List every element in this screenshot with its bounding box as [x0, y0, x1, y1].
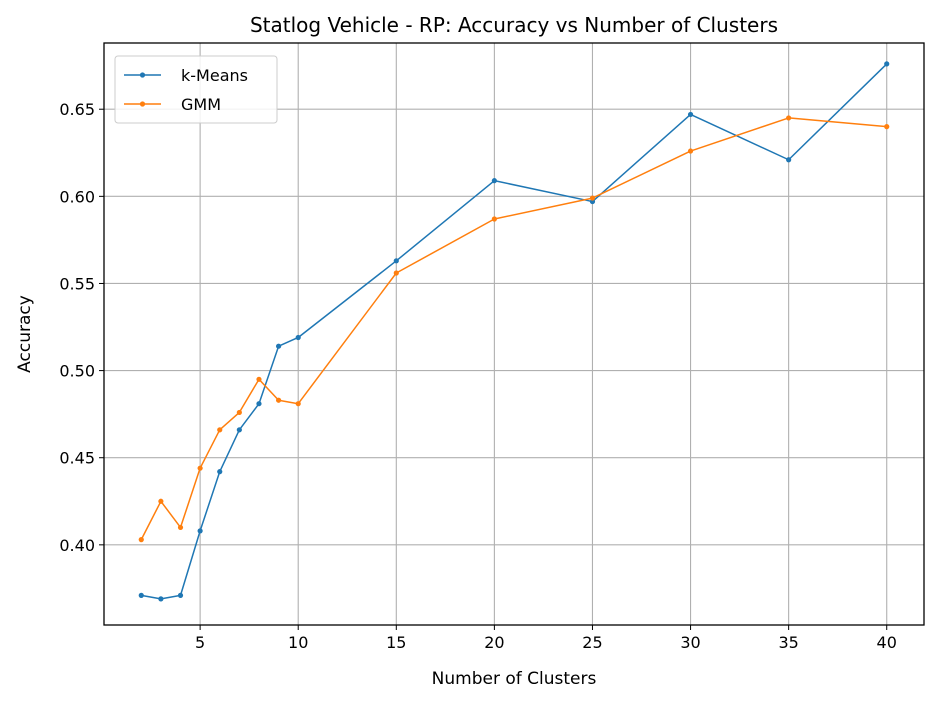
- data-point: [177, 592, 184, 598]
- chart-title: Statlog Vehicle - RP: Accuracy vs Number…: [250, 13, 778, 37]
- data-point: [589, 195, 596, 201]
- data-point: [138, 537, 144, 543]
- y-tick-label: 0.40: [59, 536, 95, 555]
- data-point: [197, 465, 203, 471]
- data-point: [687, 111, 694, 118]
- data-point: [491, 178, 497, 184]
- data-point: [786, 157, 792, 163]
- y-tick-label: 0.50: [59, 362, 95, 381]
- data-point: [393, 270, 399, 276]
- legend-entry: k-Means: [124, 66, 248, 85]
- data-point: [884, 124, 890, 130]
- legend-marker: [139, 101, 146, 107]
- y-tick-label: 0.60: [59, 187, 95, 206]
- data-point: [197, 528, 203, 534]
- series-gmm: [138, 115, 890, 543]
- data-point: [393, 258, 399, 264]
- legend-marker: [139, 72, 146, 78]
- series-k-means: [138, 61, 890, 602]
- y-tick-label: 0.45: [59, 449, 95, 468]
- data-point: [138, 592, 144, 598]
- x-tick-label: 30: [680, 633, 700, 652]
- y-tick-label: 0.55: [59, 274, 95, 293]
- data-point: [491, 216, 497, 222]
- data-point: [256, 401, 262, 407]
- plot-frame: [103, 42, 925, 626]
- x-tick-label: 35: [778, 633, 798, 652]
- y-tick-label: 0.65: [59, 100, 95, 119]
- legend-box: [114, 55, 278, 124]
- y-axis-title: Accuracy: [15, 295, 35, 373]
- grid: [104, 43, 924, 625]
- data-point: [217, 469, 223, 475]
- x-tick-label: 5: [195, 633, 205, 652]
- data-point: [295, 401, 301, 407]
- data-point: [884, 61, 890, 67]
- data-point: [177, 524, 184, 531]
- data-point: [158, 498, 164, 504]
- data-point: [158, 596, 164, 602]
- data-point: [275, 343, 282, 349]
- x-tick-label: 20: [484, 633, 504, 652]
- x-tick-label: 15: [386, 633, 406, 652]
- x-tick-label: 40: [877, 633, 897, 652]
- axis-ticks: 5 10 15 20 25 30 35 40 0.40 0.45 0.50 0.55 0.60 0.65: [59, 100, 897, 652]
- legend-label: GMM: [181, 95, 221, 114]
- data-point: [687, 148, 694, 154]
- series-group: [138, 61, 890, 602]
- legend-label: k-Means: [181, 66, 248, 85]
- data-point: [236, 409, 242, 416]
- data-point: [217, 427, 223, 433]
- legend: k-Means GMM: [114, 55, 278, 124]
- data-point: [295, 334, 301, 341]
- legend-entries: k-Means GMM: [124, 66, 248, 114]
- data-point: [236, 427, 242, 433]
- legend-entry: GMM: [124, 95, 221, 114]
- data-point: [256, 376, 262, 382]
- data-point: [786, 115, 792, 121]
- data-point: [275, 397, 282, 403]
- x-tick-label: 10: [288, 633, 308, 652]
- x-axis-title: Number of Clusters: [432, 669, 597, 689]
- x-tick-label: 25: [582, 633, 602, 652]
